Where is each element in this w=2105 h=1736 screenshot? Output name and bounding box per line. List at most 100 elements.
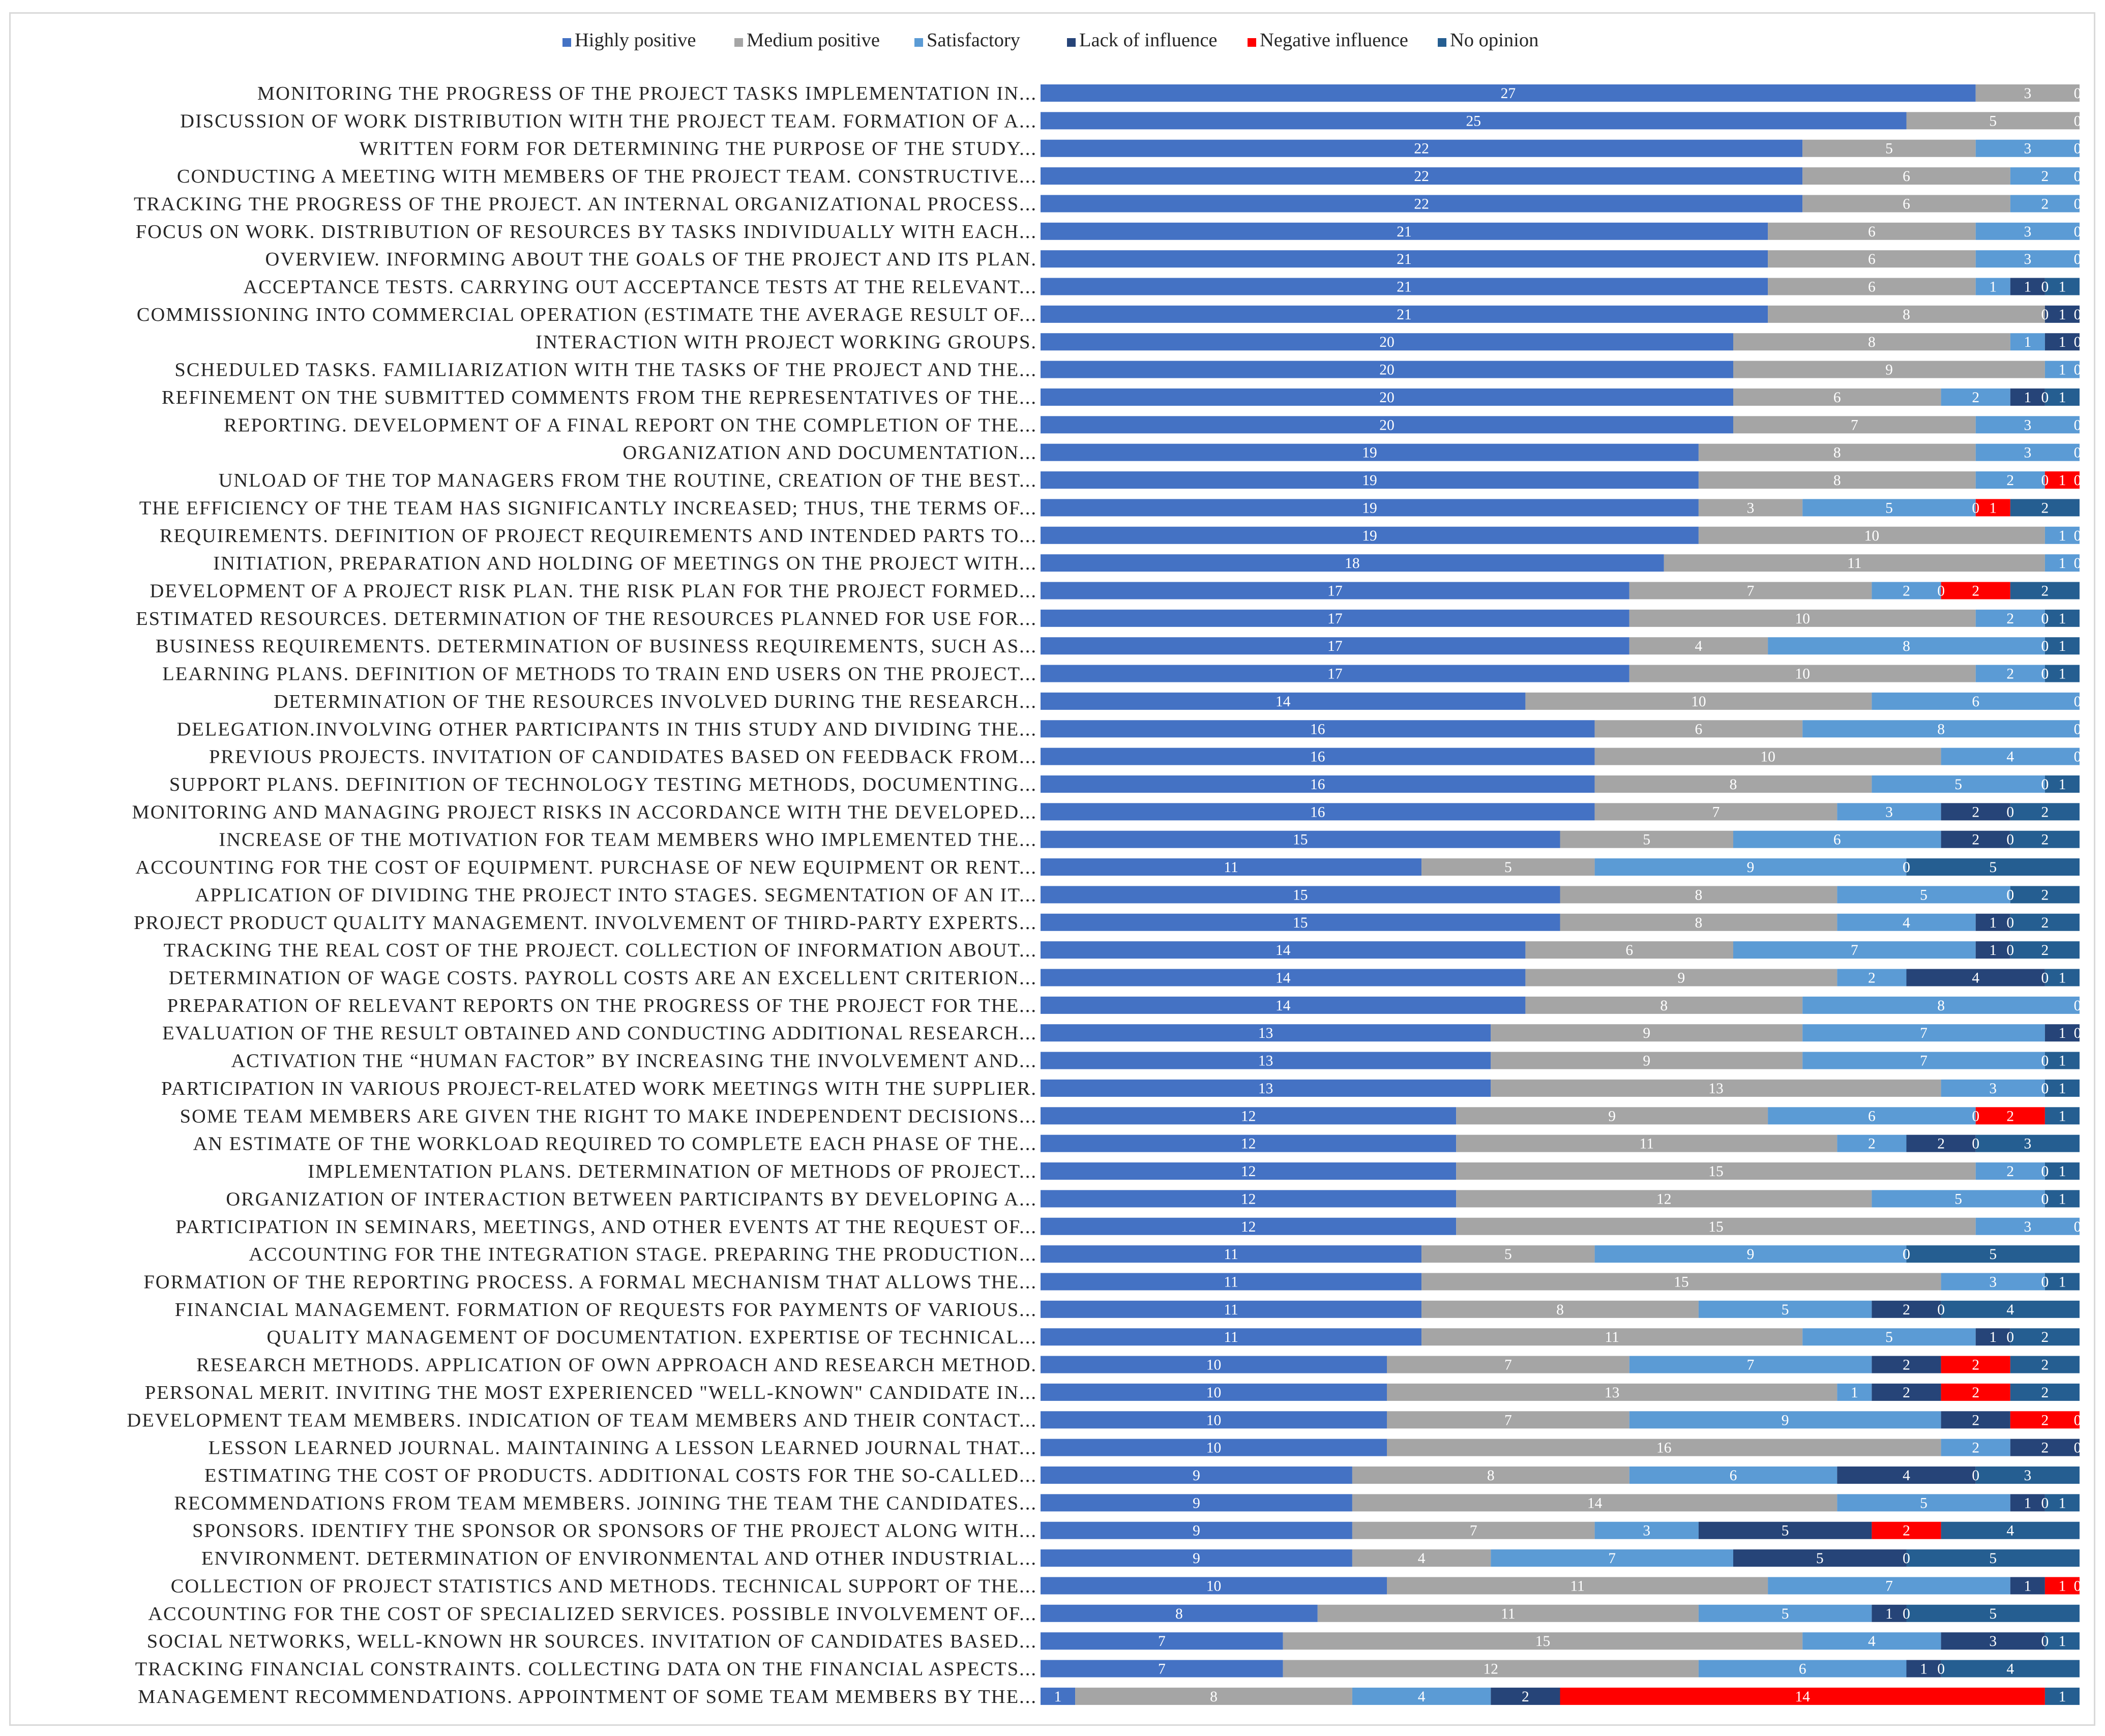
data-label: 0 [2041,472,2049,489]
bar-segment [1975,1328,2010,1346]
data-label: 13 [1258,1053,1273,1069]
category-label: MONITORING AND MANAGING PROJECT RISKS IN… [132,801,1037,823]
category-label: LEARNING PLANS. DEFINITION OF METHODS TO… [162,664,1037,685]
data-label: 1 [2024,279,2031,295]
bar-segment [1975,443,2080,461]
bar-segment [1733,388,1941,406]
bar-segment [1906,1604,2080,1622]
bar-segment [1041,1439,1387,1456]
data-label: 1 [2059,1191,2066,1207]
bar-segment [1768,222,1976,240]
data-label: 0 [2041,1191,2049,1207]
bar-segment [1041,609,1629,627]
bar-segment [1041,1052,1491,1069]
data-label: 0 [2041,1274,2049,1290]
data-label: 8 [1903,307,1910,323]
data-label: 27 [1501,85,1516,102]
data-label: 1 [1851,1385,1858,1401]
data-label: 1 [2059,1108,2066,1124]
bar-segment [2010,886,2080,904]
data-label: 2 [1903,583,1910,599]
data-label: 0 [2074,694,2082,710]
category-label: ORGANIZATION AND DOCUMENTATION... [622,442,1037,464]
data-label: 2 [2041,887,2049,903]
bar-segment [1041,637,1629,655]
data-label: 4 [1695,638,1703,654]
bar-segment [1041,1521,1352,1539]
bar-segment [1041,969,1526,986]
data-label: 17 [1327,583,1343,599]
data-label: 14 [1795,1689,1810,1705]
bar-segment [1733,830,1941,848]
data-label: 4 [1903,915,1910,931]
bar-segment [1941,1439,2010,1456]
category-label: DISCUSSION OF WORK DISTRIBUTION WITH THE… [180,110,1037,132]
data-label: 0 [1937,1302,1945,1318]
bar-segment [1525,969,1837,986]
bar-segment [1941,582,2010,600]
data-label: 0 [2041,1633,2049,1650]
bar-segment [1041,250,1768,268]
bar-segment [1872,1356,1941,1373]
data-label: 2 [2041,942,2049,959]
legend-swatch-2 [914,38,923,47]
data-label: 15 [1293,887,1308,903]
data-label: 11 [1605,1329,1619,1345]
bar-segment [1594,775,1872,793]
data-label: 1 [1989,500,1997,516]
data-label: 20 [1379,390,1395,406]
data-label: 12 [1241,1108,1256,1124]
bar-segment [2010,941,2080,959]
data-label: 0 [2041,970,2049,986]
data-label: 0 [2074,555,2082,572]
data-label: 2 [1972,390,1979,406]
bar-segment [1768,250,1976,268]
bar-segment [1352,1466,1629,1484]
bar-segment [1041,1632,1283,1650]
data-label: 0 [1972,1468,1979,1484]
data-label: 1 [2059,1053,2066,1069]
category-label: ACTIVATION THE “HUMAN FACTOR” BY INCREAS… [231,1051,1037,1072]
data-label: 8 [1937,721,1945,737]
legend-label-4: Negative influence [1260,29,1408,51]
data-label: 21 [1397,279,1412,295]
category-label: PARTICIPATION IN SEMINARS, MEETINGS, AND… [175,1216,1037,1238]
bar-segment [1041,471,1699,489]
bar-segment [1941,747,2080,765]
bar-segment [1041,139,1803,157]
data-label: 3 [2024,85,2031,102]
data-label: 0 [1903,859,1910,876]
data-label: 22 [1414,196,1429,212]
bar-segment [1837,1134,1907,1152]
bar-segment [1594,1245,1907,1263]
bar-segment [1041,1356,1387,1373]
data-label: 0 [2074,334,2082,350]
data-label: 14 [1276,694,1291,710]
bar-segment [1456,1217,1976,1235]
bar-segment [1802,167,2010,185]
category-label: SOCIAL NETWORKS, WELL-KNOWN HR SOURCES. … [147,1631,1037,1652]
bar-segment [1041,388,1733,406]
bar-segment [1041,84,1976,102]
bar-segment [1041,305,1768,323]
data-label: 8 [1695,887,1703,903]
bar-segment [1975,84,2080,102]
data-label: 17 [1327,638,1343,654]
bar-segment [1387,1383,1837,1401]
data-label: 0 [2074,528,2082,544]
data-label: 6 [1833,390,1841,406]
data-label: 0 [2074,472,2082,489]
bar-segment [1629,1356,1872,1373]
bar-segment [1975,416,2080,434]
category-label: TRACKING FINANCIAL CONSTRAINTS. COLLECTI… [135,1659,1037,1680]
data-label: 8 [1210,1689,1218,1705]
bar-segment [2044,526,2080,544]
bar-segment [2044,637,2080,655]
bar-segment [1456,1190,1872,1208]
data-label: 1 [2059,970,2066,986]
category-label: REFINEMENT ON THE SUBMITTED COMMENTS FRO… [162,387,1037,408]
bar-segment [1975,913,2010,931]
data-label: 16 [1656,1440,1672,1456]
data-label: 15 [1708,1163,1724,1180]
data-label: 0 [2041,307,2049,323]
